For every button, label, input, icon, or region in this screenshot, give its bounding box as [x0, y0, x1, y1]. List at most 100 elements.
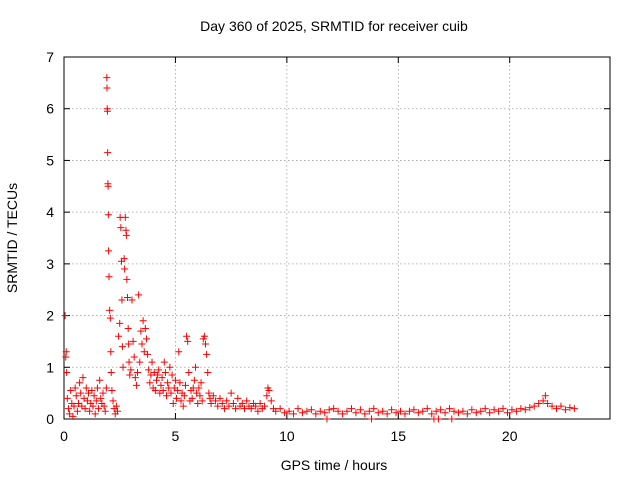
y-tick-label: 3 — [46, 256, 54, 272]
data-point — [130, 353, 138, 361]
data-point — [227, 389, 235, 397]
data-point — [148, 358, 156, 366]
data-point — [96, 376, 104, 384]
data-point — [181, 381, 189, 389]
data-point — [177, 397, 185, 405]
data-point — [151, 387, 159, 395]
data-point — [62, 348, 70, 356]
data-point — [183, 332, 191, 340]
data-point — [190, 376, 198, 384]
data-point — [252, 402, 260, 410]
data-point — [106, 314, 114, 322]
data-point — [234, 394, 242, 402]
data-point — [107, 368, 115, 376]
data-point — [530, 402, 538, 410]
y-axis-label: SRMTID / TECUs — [4, 183, 20, 293]
data-point — [321, 409, 329, 417]
data-point — [123, 275, 131, 283]
data-point — [104, 149, 112, 157]
data-point — [202, 340, 210, 348]
data-point — [141, 325, 149, 332]
data-point — [298, 409, 306, 417]
data-point — [204, 368, 212, 376]
data-point — [553, 405, 561, 413]
data-point — [220, 405, 228, 413]
data-point — [541, 392, 549, 400]
data-point — [103, 84, 111, 92]
data-point — [316, 407, 324, 415]
data-point — [139, 317, 147, 325]
data-point — [334, 407, 342, 415]
data-point — [184, 337, 192, 345]
data-point — [285, 407, 293, 415]
data-point — [481, 405, 489, 413]
data-point — [397, 407, 405, 415]
data-point — [203, 350, 211, 358]
data-point — [401, 410, 409, 418]
data-point — [410, 406, 418, 414]
y-tick-label: 1 — [46, 359, 54, 375]
data-point — [365, 407, 373, 415]
chart-title: Day 360 of 2025, SRMTID for receiver cui… — [200, 18, 468, 34]
data-point — [370, 405, 378, 413]
data-point — [176, 379, 184, 387]
data-point — [290, 410, 298, 418]
data-point — [95, 405, 103, 413]
data-point — [361, 410, 369, 418]
y-tick-label: 4 — [46, 204, 54, 220]
data-point — [125, 340, 133, 348]
data-point — [128, 296, 136, 304]
data-point — [428, 410, 436, 418]
x-tick-label: 5 — [172, 428, 180, 444]
data-point — [544, 399, 552, 407]
data-point — [490, 406, 498, 414]
x-tick-label: 0 — [60, 428, 68, 444]
data-point — [472, 409, 480, 417]
data-point — [566, 404, 574, 412]
data-point — [104, 182, 112, 190]
data-point — [77, 389, 85, 397]
data-point — [63, 368, 71, 376]
data-point — [122, 231, 130, 239]
data-point — [468, 406, 476, 414]
data-point — [303, 407, 311, 415]
data-point — [356, 406, 364, 414]
data-point — [164, 379, 172, 387]
data-point — [113, 407, 121, 415]
data-point — [254, 407, 262, 415]
data-point — [267, 397, 275, 405]
data-point — [330, 405, 338, 413]
data-point — [132, 381, 140, 389]
data-point — [188, 394, 196, 402]
data-point — [61, 312, 69, 320]
x-tick-label: 20 — [502, 428, 518, 444]
data-point — [517, 405, 525, 413]
data-point — [103, 107, 111, 115]
data-point — [216, 394, 224, 402]
data-point — [138, 340, 146, 348]
data-point — [145, 366, 153, 374]
data-point — [72, 392, 80, 400]
data-point — [232, 405, 240, 413]
y-tick-label: 5 — [46, 152, 54, 168]
plot-frame — [63, 56, 611, 420]
data-point — [126, 371, 134, 379]
data-point — [146, 379, 154, 387]
data-point — [557, 402, 565, 410]
data-point — [125, 358, 133, 366]
x-tick-label: 10 — [279, 428, 295, 444]
data-point — [243, 397, 251, 405]
data-point — [281, 409, 289, 417]
data-point — [207, 399, 215, 407]
data-point — [161, 368, 169, 376]
data-point — [97, 394, 105, 402]
data-point — [107, 348, 115, 356]
grid — [63, 56, 610, 420]
data-point — [167, 389, 175, 397]
data-point — [175, 348, 183, 356]
data-point — [450, 407, 458, 415]
data-point — [112, 402, 120, 410]
data-point — [441, 409, 449, 417]
data-point — [539, 397, 547, 405]
